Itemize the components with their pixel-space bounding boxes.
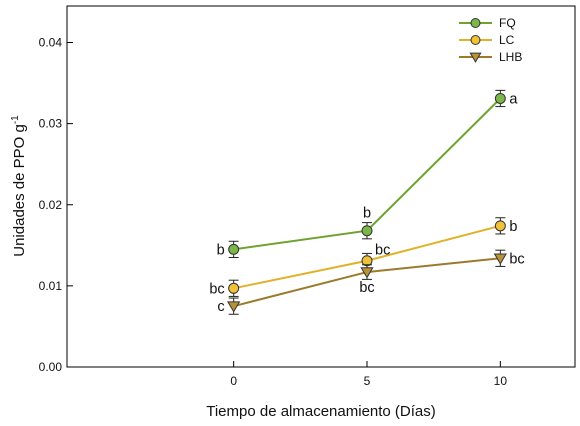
series-lhb bbox=[227, 249, 507, 315]
data-point bbox=[494, 220, 506, 232]
y-axis-title-main: Unidades de PPO g bbox=[11, 124, 28, 257]
x-tick-label: 5 bbox=[364, 374, 371, 388]
legend-label: FQ bbox=[499, 16, 516, 30]
data-point bbox=[360, 267, 374, 279]
series-layer bbox=[227, 89, 507, 315]
legend-item-lc: LC bbox=[459, 33, 515, 47]
significance-letter: bc bbox=[359, 280, 374, 296]
y-tick-label: 0.03 bbox=[39, 117, 63, 131]
significance-letter: b bbox=[509, 219, 517, 235]
legend-label: LC bbox=[499, 33, 515, 47]
data-point bbox=[228, 282, 240, 294]
significance-letter: bc bbox=[509, 251, 524, 267]
x-axis: 0 5 10 bbox=[230, 361, 507, 388]
data-point bbox=[228, 243, 240, 255]
legend-swatch-marker bbox=[469, 52, 482, 63]
legend-swatch-marker bbox=[470, 18, 481, 28]
legend-item-lhb: LHB bbox=[459, 50, 522, 64]
y-tick-label: 0.02 bbox=[39, 198, 63, 212]
data-point bbox=[361, 255, 373, 267]
data-point bbox=[493, 253, 507, 265]
x-axis-title: Tiempo de almacenamiento (Días) bbox=[206, 403, 436, 420]
y-axis-title: Unidades de PPO g-1 bbox=[10, 115, 28, 257]
significance-letter: bc bbox=[375, 243, 390, 259]
significance-letter: bc bbox=[209, 281, 224, 297]
y-tick-label: 0.00 bbox=[39, 360, 63, 374]
plot-frame bbox=[66, 5, 576, 368]
significance-letter: b bbox=[217, 242, 225, 258]
series-fq bbox=[228, 89, 506, 258]
y-tick-label: 0.04 bbox=[39, 36, 63, 50]
data-point bbox=[361, 225, 373, 237]
significance-letter: c bbox=[217, 299, 224, 315]
significance-letter: b bbox=[363, 206, 371, 222]
significance-letter: a bbox=[509, 91, 518, 107]
legend-swatch-marker bbox=[470, 35, 481, 45]
y-tick-label: 0.01 bbox=[39, 279, 63, 293]
data-point bbox=[494, 92, 506, 104]
data-point bbox=[227, 301, 241, 313]
y-axis-title-superscript: -1 bbox=[10, 115, 21, 124]
legend: FQ LC LHB bbox=[459, 16, 522, 64]
y-axis: 0.00 0.01 0.02 0.03 0.04 bbox=[39, 36, 73, 374]
x-tick-label: 10 bbox=[494, 374, 508, 388]
legend-label: LHB bbox=[499, 50, 522, 64]
x-tick-label: 0 bbox=[230, 374, 237, 388]
legend-item-fq: FQ bbox=[459, 16, 516, 30]
